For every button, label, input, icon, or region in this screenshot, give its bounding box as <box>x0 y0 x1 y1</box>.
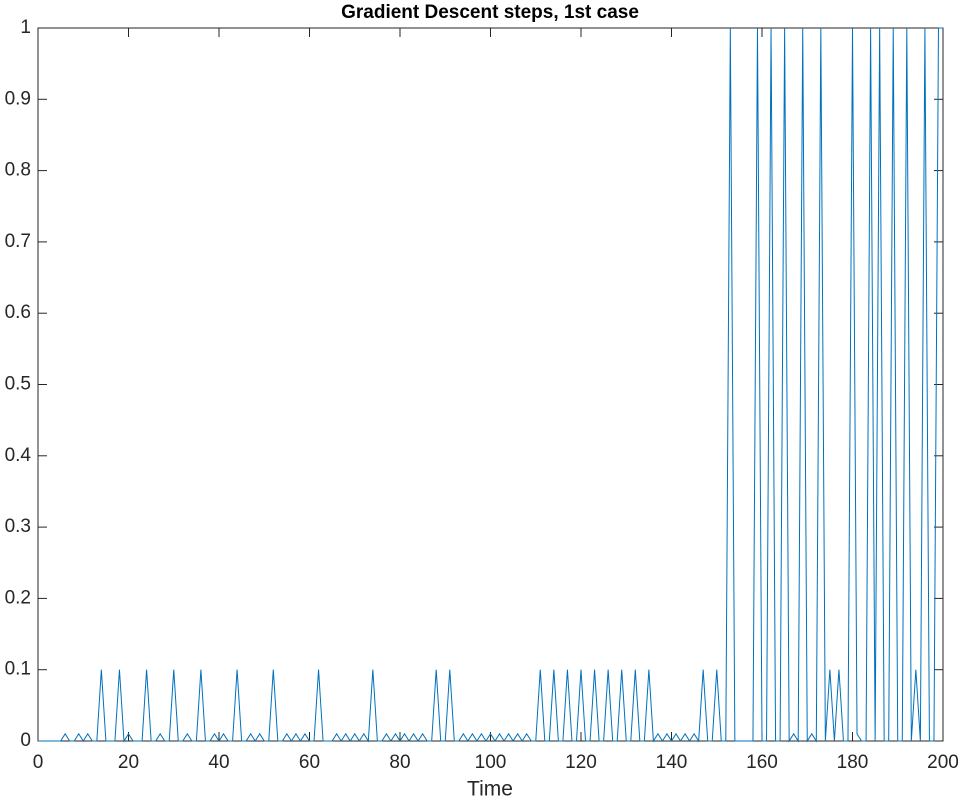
y-tick-label: 0.7 <box>5 231 31 252</box>
x-tick-label: 40 <box>208 752 229 773</box>
chart-title: Gradient Descent steps, 1st case <box>341 2 639 23</box>
x-tick-label: 140 <box>656 752 688 773</box>
x-tick-label: 80 <box>389 752 410 773</box>
x-tick-label: 0 <box>33 752 44 773</box>
y-tick-label: 0.6 <box>5 302 31 323</box>
y-tick-label: 0.4 <box>5 445 32 466</box>
x-tick-label: 20 <box>118 752 139 773</box>
x-tick-label: 200 <box>927 752 959 773</box>
y-tick-label: 0.8 <box>5 160 31 181</box>
y-tick-label: 0 <box>20 730 31 751</box>
plot-area <box>37 27 944 742</box>
x-axis-label: Time <box>467 778 513 801</box>
y-tick-label: 0.3 <box>5 516 31 537</box>
y-tick-label: 0.1 <box>5 659 31 680</box>
x-tick-label: 180 <box>837 752 869 773</box>
x-tick-label: 120 <box>565 752 597 773</box>
y-tick-label: 1 <box>20 17 31 38</box>
x-tick-label: 160 <box>746 752 778 773</box>
y-tick-label: 0.2 <box>5 587 31 608</box>
y-tick-label: 0.5 <box>5 374 31 395</box>
y-tick-label: 0.9 <box>5 88 31 109</box>
data-line <box>38 27 943 743</box>
x-tick-label: 60 <box>299 752 320 773</box>
x-tick-label: 100 <box>475 752 507 773</box>
